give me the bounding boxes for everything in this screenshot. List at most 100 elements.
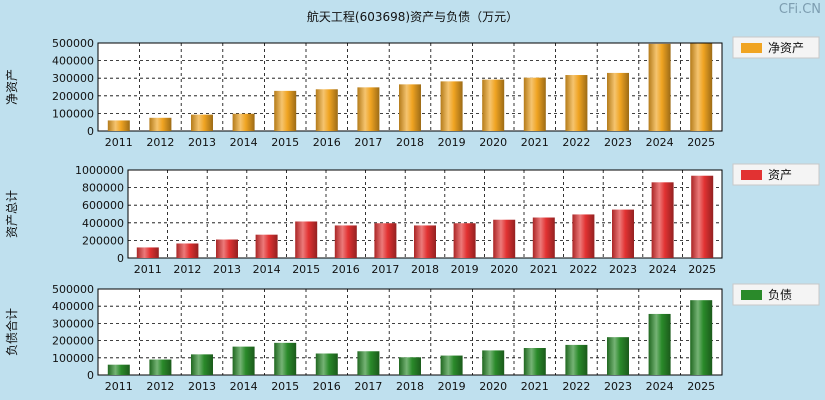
legend-swatch	[741, 43, 762, 53]
x-tick-label: 2015	[271, 380, 299, 393]
y-axis-title: 净资产	[5, 69, 19, 105]
bar-2015	[274, 90, 297, 131]
y-tick-label: 200000	[82, 234, 124, 247]
bar-2025	[691, 175, 714, 258]
y-tick-label: 200000	[52, 90, 94, 103]
y-tick-label: 300000	[52, 72, 94, 85]
bar-2018	[414, 225, 436, 258]
x-tick-label: 2012	[146, 136, 174, 149]
y-tick-label: 100000	[52, 107, 94, 120]
y-tick-label: 1000000	[75, 164, 124, 177]
legend: 资产	[732, 163, 820, 186]
bar-2017	[357, 351, 380, 375]
x-tick-label: 2014	[230, 380, 258, 393]
x-tick-label: 2025	[687, 136, 715, 149]
x-tick-label: 2013	[213, 263, 241, 276]
x-tick-label: 2022	[562, 380, 590, 393]
chart-panel-3: 500000 400000 300000 200000 100000 0 2011 2012 2…	[4, 283, 820, 393]
bar-2022	[565, 75, 588, 131]
x-tick-label: 2019	[438, 380, 466, 393]
x-tick-label: 2015	[271, 136, 299, 149]
x-tick-label: 2017	[371, 263, 399, 276]
x-tick-label: 2020	[490, 263, 518, 276]
x-tick-label: 2018	[411, 263, 439, 276]
x-tick-label: 2021	[530, 263, 558, 276]
bar-2024	[651, 182, 674, 258]
x-tick-label: 2020	[479, 136, 507, 149]
bar-2022	[572, 214, 595, 258]
x-tick-label: 2019	[451, 263, 479, 276]
bar-2020	[482, 79, 505, 131]
bar-2017	[374, 223, 397, 258]
bar-2011	[136, 247, 159, 258]
y-tick-label: 400000	[52, 300, 94, 313]
x-tick-label: 2021	[521, 380, 549, 393]
bar-2019	[440, 81, 463, 131]
x-tick-label: 2016	[332, 263, 360, 276]
bar-2014	[255, 234, 278, 258]
x-tick-label: 2023	[609, 263, 637, 276]
bar-2015	[274, 342, 297, 375]
bar-2014	[232, 113, 255, 131]
bar-2018	[399, 357, 421, 375]
x-tick-label: 2021	[521, 136, 549, 149]
y-tick-label: 100000	[52, 352, 94, 365]
bar-2023	[612, 209, 634, 258]
y-tick-label: 400000	[82, 217, 124, 230]
x-tick-label: 2024	[646, 380, 674, 393]
bar-2016	[315, 89, 338, 131]
y-tick-label: 200000	[52, 335, 94, 348]
y-tick-label: 0	[87, 125, 94, 138]
x-tick-label: 2023	[604, 136, 632, 149]
x-tick-label: 2012	[146, 380, 174, 393]
bar-2025	[690, 300, 713, 375]
x-tick-label: 2011	[105, 136, 133, 149]
bar-2020	[493, 219, 516, 258]
bar-2011	[107, 120, 130, 131]
bar-2021	[523, 347, 546, 375]
bar-2013	[216, 239, 238, 258]
x-tick-label: 2022	[562, 136, 590, 149]
bar-2016	[315, 353, 338, 375]
x-tick-label: 2018	[396, 136, 424, 149]
legend-swatch	[741, 170, 762, 180]
legend: 净资产	[732, 36, 820, 59]
x-tick-label: 2016	[313, 380, 341, 393]
y-tick-label: 500000	[52, 37, 94, 50]
bar-2023	[607, 337, 629, 375]
bar-2017	[357, 87, 380, 131]
x-tick-label: 2023	[604, 380, 632, 393]
chart-panel-2: 1000000 800000 600000 400000 200000 0 2011 2012…	[5, 163, 820, 276]
x-tick-label: 2024	[646, 136, 674, 149]
bar-2016	[334, 225, 357, 258]
x-tick-label: 2013	[188, 136, 216, 149]
bar-2012	[149, 359, 172, 375]
bar-2014	[232, 346, 255, 375]
bar-2018	[399, 84, 421, 131]
y-tick-label: 400000	[52, 55, 94, 68]
bar-2013	[191, 354, 213, 375]
x-tick-label: 2014	[253, 263, 281, 276]
bar-2011	[107, 364, 130, 375]
y-tick-label: 500000	[52, 283, 94, 296]
bar-2015	[295, 221, 318, 258]
chart-title: 航天工程(603698)资产与负债（万元）	[306, 10, 519, 24]
chart-panel-1: 500000 400000 300000 200000 100000 0 2011 2012 2…	[5, 36, 820, 149]
y-tick-label: 0	[87, 369, 94, 382]
bar-2024	[648, 43, 671, 131]
bar-2020	[482, 350, 505, 375]
x-tick-label: 2012	[173, 263, 201, 276]
bar-2019	[453, 223, 476, 258]
x-tick-label: 2018	[396, 380, 424, 393]
x-tick-label: 2015	[292, 263, 320, 276]
bar-2022	[565, 344, 588, 375]
legend-label: 负债	[768, 288, 792, 302]
y-axis-title: 资产总计	[5, 190, 19, 238]
x-tick-label: 2019	[438, 136, 466, 149]
x-tick-label: 2017	[354, 136, 382, 149]
x-tick-label: 2025	[687, 380, 715, 393]
legend-swatch	[741, 290, 762, 300]
x-tick-label: 2024	[649, 263, 677, 276]
x-tick-label: 2011	[134, 263, 162, 276]
